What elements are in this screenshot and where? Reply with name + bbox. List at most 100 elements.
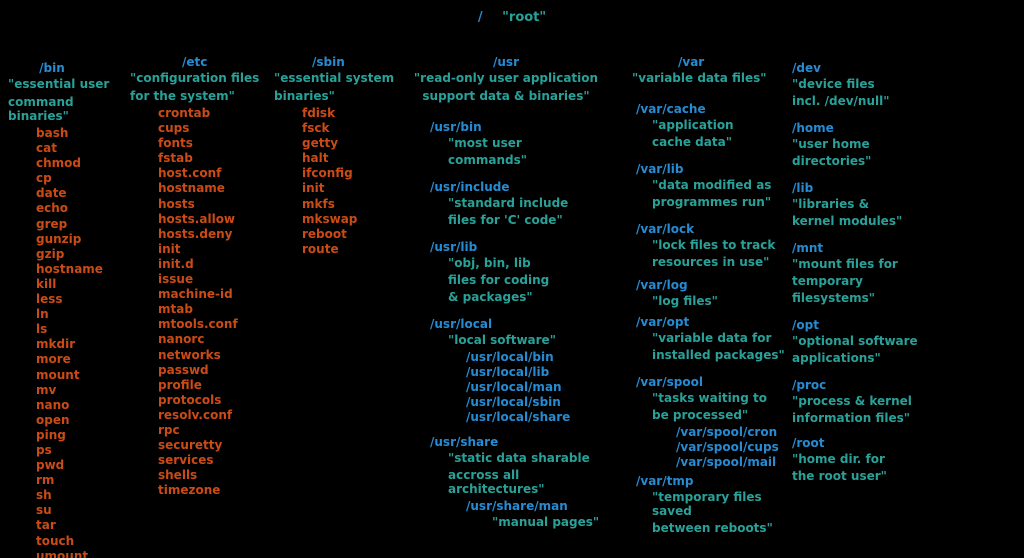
list-item: grep xyxy=(36,217,126,232)
desc-etc-1: "configuration files xyxy=(126,71,274,85)
list-item: host.conf xyxy=(158,166,274,181)
desc-usr-bin-1: "most user xyxy=(430,136,608,150)
desc-home-1: "user home xyxy=(792,137,942,151)
sbin-items: fdiskfsckgettyhaltifconfiginitmkfsmkswap… xyxy=(274,106,404,257)
var-spool: /var/spool "tasks waiting to be processe… xyxy=(608,375,792,470)
desc-usr-bin-2: commands" xyxy=(430,153,608,167)
path-var-lib: /var/lib xyxy=(636,162,792,177)
path-usr-share: /usr/share xyxy=(430,435,608,450)
etc-items: crontabcupsfontsfstabhost.confhostnameho… xyxy=(126,106,274,498)
list-item: nanorc xyxy=(158,332,274,347)
list-item: fonts xyxy=(158,136,274,151)
desc-usr-include-1: "standard include xyxy=(430,196,608,210)
path-usr-bin: /usr/bin xyxy=(430,120,608,135)
list-item: machine-id xyxy=(158,287,274,302)
list-item: chmod xyxy=(36,156,126,171)
path-home: /home xyxy=(792,121,942,136)
root-slash: / xyxy=(478,10,483,25)
list-item: cat xyxy=(36,141,126,156)
desc-proc-1: "process & kernel xyxy=(792,394,942,408)
misc-dev: /dev "device files incl. /dev/null" xyxy=(792,61,942,111)
list-item: mkfs xyxy=(302,197,404,212)
path-child: /usr/local/sbin xyxy=(466,395,608,410)
desc-opt-1: "optional software xyxy=(792,334,942,348)
list-item: bash xyxy=(36,126,126,141)
misc-root: /root "home dir. for the root user" xyxy=(792,436,942,486)
list-item: pwd xyxy=(36,458,126,473)
path-usr-local: /usr/local xyxy=(430,317,608,332)
list-item: halt xyxy=(302,151,404,166)
list-item: more xyxy=(36,352,126,367)
desc-mnt-3: filesystems" xyxy=(792,291,942,305)
path-child: /var/spool/cups xyxy=(676,440,792,455)
path-child: /var/spool/mail xyxy=(676,455,792,470)
list-item: fstab xyxy=(158,151,274,166)
list-item: hosts.deny xyxy=(158,227,274,242)
desc-usr-local-1: "local software" xyxy=(430,333,608,347)
misc-proc: /proc "process & kernel information file… xyxy=(792,378,942,428)
desc-var-tmp-2: between reboots" xyxy=(636,521,792,535)
path-var-cache: /var/cache xyxy=(636,102,792,117)
list-item: init.d xyxy=(158,257,274,272)
list-item: date xyxy=(36,186,126,201)
list-item: fdisk xyxy=(302,106,404,121)
col-etc: /etc "configuration files for the system… xyxy=(126,31,274,558)
desc-usr-include-2: files for 'C' code" xyxy=(430,213,608,227)
path-child: /usr/local/share xyxy=(466,410,608,425)
misc-home: /home "user home directories" xyxy=(792,121,942,171)
path-child: /usr/local/man xyxy=(466,380,608,395)
path-var-lock: /var/lock xyxy=(636,222,792,237)
desc-home-2: directories" xyxy=(792,154,942,168)
list-item: less xyxy=(36,292,126,307)
list-item: protocols xyxy=(158,393,274,408)
path-var: /var xyxy=(608,55,792,70)
bin-items: bashcatchmodcpdateechogrepgunzipgziphost… xyxy=(8,126,126,558)
desc-etc-2: for the system" xyxy=(126,89,274,103)
list-item: mount xyxy=(36,368,126,383)
list-item: nano xyxy=(36,398,126,413)
list-item: shells xyxy=(158,468,274,483)
desc-var-lock-1: "lock files to track xyxy=(636,238,792,252)
usr-bin: /usr/bin "most user commands" xyxy=(404,120,608,170)
desc-lib-1: "libraries & xyxy=(792,197,942,211)
path-usr-include: /usr/include xyxy=(430,180,608,195)
desc-sbin-2: binaries" xyxy=(274,89,404,103)
col-usr: /usr "read-only user application support… xyxy=(404,31,608,558)
list-item: init xyxy=(302,181,404,196)
var-opt: /var/opt "variable data for installed pa… xyxy=(608,315,792,365)
usr-lib: /usr/lib "obj, bin, lib files for coding… xyxy=(404,240,608,307)
list-item: gzip xyxy=(36,247,126,262)
desc-var-spool-1: "tasks waiting to xyxy=(636,391,792,405)
list-item: mtab xyxy=(158,302,274,317)
desc-var-cache-2: cache data" xyxy=(636,135,792,149)
desc-var-opt-1: "variable data for xyxy=(636,331,792,345)
path-bin: /bin xyxy=(8,61,126,76)
usr-share: /usr/share "static data sharable accross… xyxy=(404,435,608,532)
desc-var-opt-2: installed packages" xyxy=(636,348,792,362)
list-item: hosts xyxy=(158,197,274,212)
desc-bin-1: "essential user xyxy=(8,77,126,91)
list-item: echo xyxy=(36,201,126,216)
list-item: fsck xyxy=(302,121,404,136)
desc-var-tmp-1: "temporary files saved xyxy=(636,490,792,518)
list-item: resolv.conf xyxy=(158,408,274,423)
list-item: passwd xyxy=(158,363,274,378)
desc-usr-share-1: "static data sharable xyxy=(430,451,608,465)
usr-local-children: /usr/local/bin/usr/local/lib/usr/local/m… xyxy=(430,350,608,425)
path-proc: /proc xyxy=(792,378,942,393)
desc-var-lock-2: resources in use" xyxy=(636,255,792,269)
desc-mnt-2: temporary xyxy=(792,274,942,288)
list-item: cp xyxy=(36,171,126,186)
list-item: ifconfig xyxy=(302,166,404,181)
list-item: sh xyxy=(36,488,126,503)
path-child: /usr/local/bin xyxy=(466,350,608,365)
desc-var-cache-1: "application xyxy=(636,118,792,132)
list-item: crontab xyxy=(158,106,274,121)
desc-usr-lib-1: "obj, bin, lib xyxy=(430,256,608,270)
desc-usr-1: "read-only user application xyxy=(404,71,608,85)
path-dev: /dev xyxy=(792,61,942,76)
path-var-opt: /var/opt xyxy=(636,315,792,330)
desc-sbin-1: "essential system xyxy=(274,71,404,85)
root-label: "root" xyxy=(502,10,546,25)
list-item: ln xyxy=(36,307,126,322)
